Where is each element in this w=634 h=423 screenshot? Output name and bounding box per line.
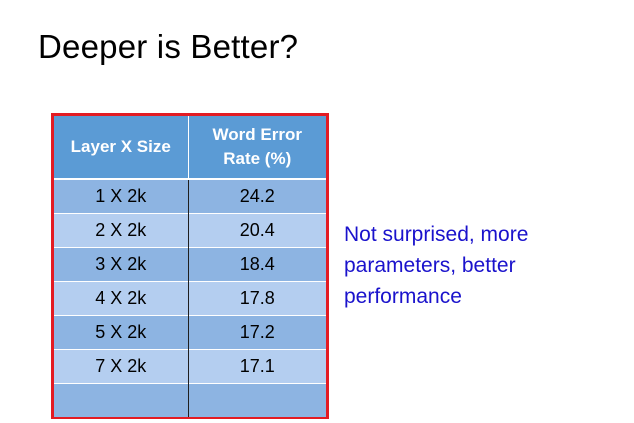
cell-word-error-rate: 20.4 xyxy=(188,213,326,248)
cell-layer-size: 4 X 2k xyxy=(54,281,189,316)
cell-word-error-rate: 17.2 xyxy=(188,315,326,350)
header-layer-size: Layer X Size xyxy=(54,116,189,180)
cell-layer-size: 2 X 2k xyxy=(54,213,189,248)
side-note: Not surprised, more parameters, better p… xyxy=(344,223,529,308)
results-table: Layer X Size Word Error Rate (%) 1 X 2k … xyxy=(54,116,326,417)
table-row: 4 X 2k 17.8 xyxy=(54,281,326,316)
cell-layer-size: 5 X 2k xyxy=(54,315,189,350)
cell-word-error-rate: 24.2 xyxy=(188,178,326,214)
header-word-error-rate: Word Error Rate (%) xyxy=(188,116,326,180)
table-row xyxy=(54,383,326,417)
table-row: 2 X 2k 20.4 xyxy=(54,213,326,248)
table-row: 1 X 2k 24.2 xyxy=(54,178,326,214)
slide-title: Deeper is Better? xyxy=(38,28,299,65)
table-row: 5 X 2k 17.2 xyxy=(54,315,326,350)
cell-layer-size: 1 X 2k xyxy=(54,178,189,214)
cell-word-error-rate: 18.4 xyxy=(188,247,326,282)
table-header-row: Layer X Size Word Error Rate (%) xyxy=(54,116,326,180)
cell-layer-size: 3 X 2k xyxy=(54,247,189,282)
table-row: 3 X 2k 18.4 xyxy=(54,247,326,282)
cell-word-error-rate xyxy=(188,383,326,417)
cell-layer-size: 7 X 2k xyxy=(54,349,189,384)
table-row: 7 X 2k 17.1 xyxy=(54,349,326,384)
cell-word-error-rate: 17.8 xyxy=(188,281,326,316)
cell-word-error-rate: 17.1 xyxy=(188,349,326,384)
results-table-frame: Layer X Size Word Error Rate (%) 1 X 2k … xyxy=(51,113,329,419)
cell-layer-size xyxy=(54,383,189,417)
